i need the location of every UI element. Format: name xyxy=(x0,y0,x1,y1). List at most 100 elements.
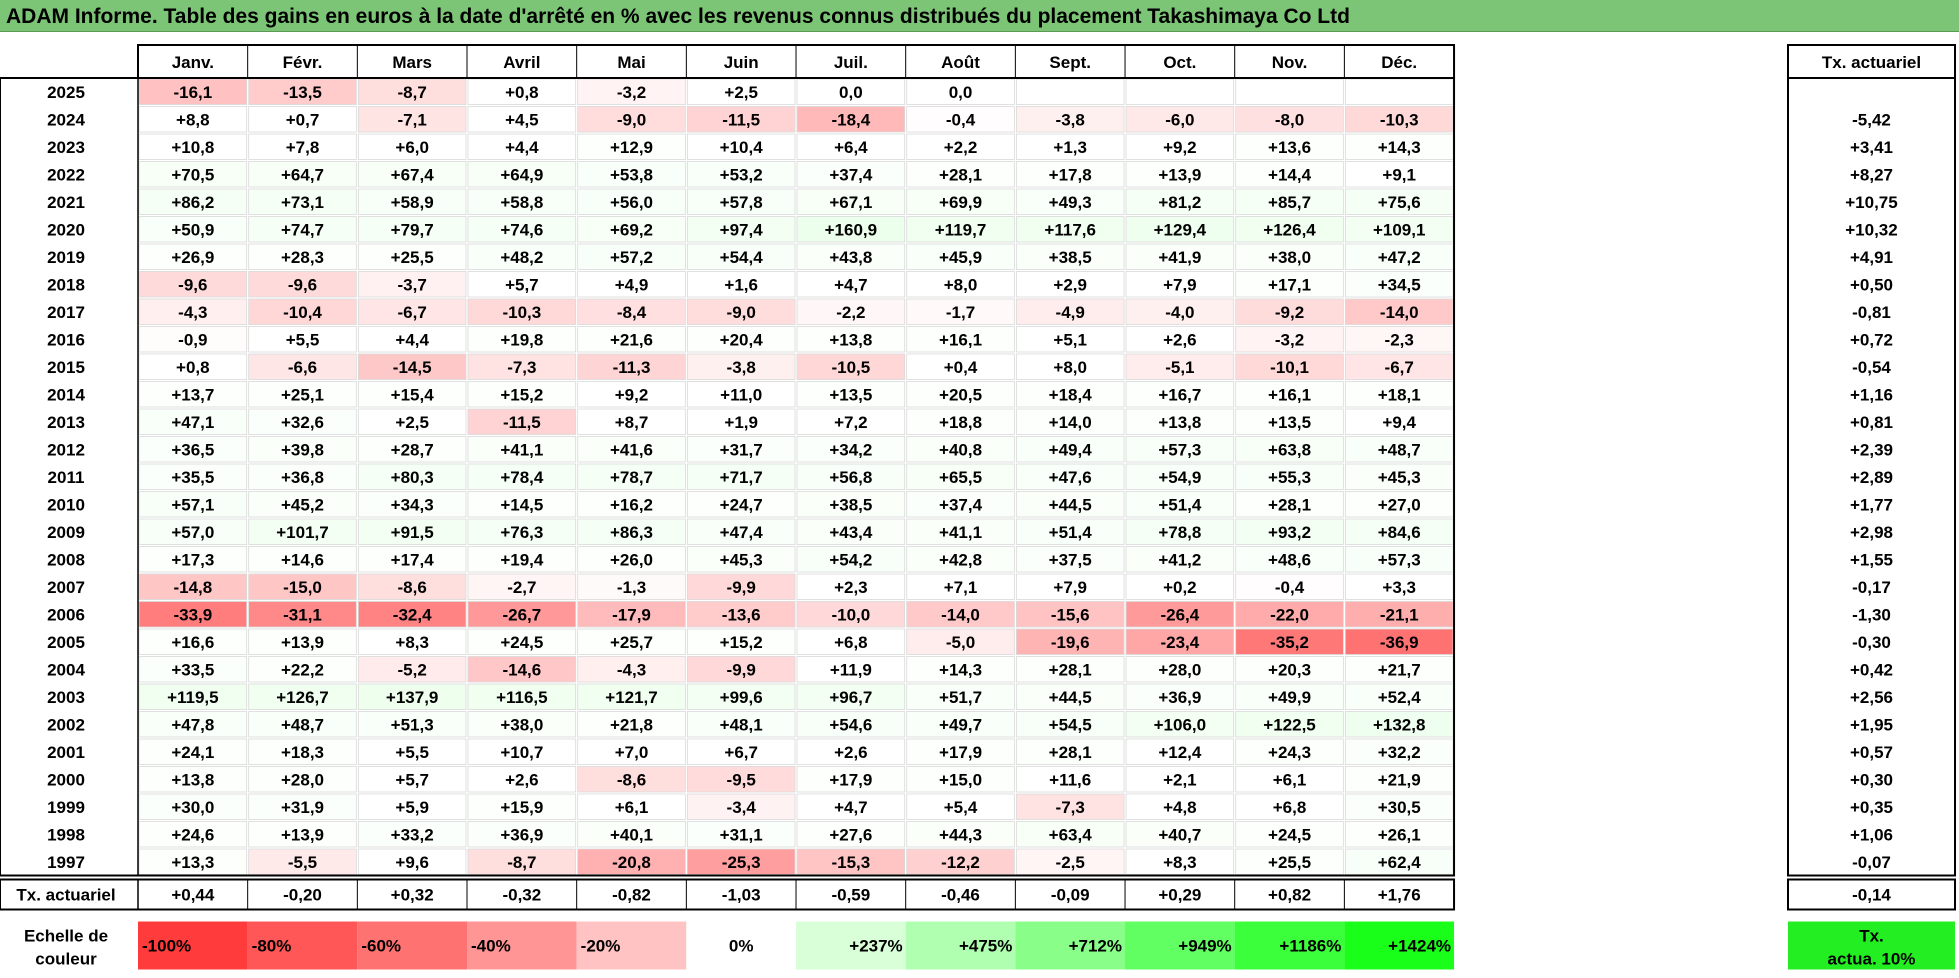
table-cell xyxy=(796,793,906,820)
table-cell xyxy=(906,628,1015,655)
scale-swatch xyxy=(1344,921,1455,970)
row-rate: +3,41 xyxy=(1850,138,1893,157)
table-cell xyxy=(1344,793,1454,820)
cell-value: +4,7 xyxy=(834,798,868,817)
cell-value: +117,6 xyxy=(1044,221,1096,240)
table-cell xyxy=(686,133,796,160)
table-cell xyxy=(577,188,686,215)
row-year: 2021 xyxy=(47,193,85,212)
row-year: 2023 xyxy=(47,138,85,157)
cell-value: -6,7 xyxy=(1385,358,1414,377)
cell-value: +10,7 xyxy=(500,743,543,762)
table-cell xyxy=(1125,683,1235,710)
table-cell xyxy=(248,298,357,325)
table-cell xyxy=(1125,106,1235,133)
table-cell xyxy=(248,216,357,243)
table-cell xyxy=(577,463,686,490)
cell-value: -8,4 xyxy=(617,303,647,322)
cell-value: +26,1 xyxy=(1378,826,1421,845)
month-header: Mars xyxy=(392,53,432,72)
table-cell xyxy=(1015,271,1125,298)
cell-value: -8,7 xyxy=(507,853,536,872)
row-rate: -0,81 xyxy=(1852,303,1891,322)
table-cell xyxy=(1235,738,1344,765)
table-cell xyxy=(906,821,1015,848)
table-cell xyxy=(796,161,906,188)
table-cell xyxy=(1125,408,1235,435)
cell-value: -0,9 xyxy=(178,331,207,350)
cell-value: +126,4 xyxy=(1263,221,1316,240)
table-cell xyxy=(1015,161,1125,188)
cell-value: -4,0 xyxy=(1165,303,1194,322)
table-cell xyxy=(248,463,357,490)
cell-value: +64,9 xyxy=(500,166,543,185)
cell-value: +20,5 xyxy=(939,386,982,405)
table-cell xyxy=(248,711,357,738)
table-cell xyxy=(1344,491,1454,518)
table-cell xyxy=(248,628,357,655)
table-cell xyxy=(467,436,577,463)
cell-value: +3,3 xyxy=(1382,578,1416,597)
cell-value: +28,3 xyxy=(281,248,324,267)
cell-value: +17,9 xyxy=(939,743,982,762)
table-cell xyxy=(138,243,248,270)
table-cell xyxy=(577,766,686,793)
cell-value: +6,8 xyxy=(1273,798,1307,817)
table-cell xyxy=(1125,793,1235,820)
scale-label-value: -60% xyxy=(361,937,401,956)
cell-value: +24,3 xyxy=(1268,743,1311,762)
scale-swatch xyxy=(247,921,358,970)
table-cell xyxy=(138,546,248,573)
table-cell xyxy=(467,848,577,875)
table-cell xyxy=(467,711,577,738)
scale-label-value: -80% xyxy=(252,937,292,956)
cell-value: +13,9 xyxy=(281,826,324,845)
cell-value: +47,6 xyxy=(1049,468,1092,487)
cell-value: +45,9 xyxy=(939,248,982,267)
table-cell xyxy=(357,573,467,600)
cell-value: +44,5 xyxy=(1049,496,1092,515)
cell-value: +2,1 xyxy=(1163,771,1197,790)
table-cell xyxy=(1125,821,1235,848)
cell-value: -5,2 xyxy=(398,661,427,680)
table-cell xyxy=(906,711,1015,738)
row-rate: +0,42 xyxy=(1850,661,1893,680)
row-rate: +0,35 xyxy=(1850,798,1893,817)
cell-value: +53,2 xyxy=(720,166,763,185)
cell-value: -2,2 xyxy=(836,303,865,322)
cell-value: +8,8 xyxy=(176,111,210,130)
row-rate: +0,57 xyxy=(1850,743,1893,762)
table-cell xyxy=(686,298,796,325)
summary-value: +0,32 xyxy=(391,886,434,905)
table-cell xyxy=(906,683,1015,710)
cell-value: +106,0 xyxy=(1154,716,1206,735)
cell-value: +13,5 xyxy=(829,386,872,405)
cell-value: -9,5 xyxy=(727,771,756,790)
table-cell xyxy=(138,656,248,683)
cell-value: +56,8 xyxy=(829,468,872,487)
cell-value: +28,1 xyxy=(1049,661,1092,680)
cell-value: +14,3 xyxy=(1378,138,1421,157)
row-rate: +1,16 xyxy=(1850,386,1893,405)
table-cell xyxy=(138,738,248,765)
table-cell xyxy=(1344,848,1454,875)
scale-label-value: -20% xyxy=(581,937,621,956)
scale-rate-label: actua. 10% xyxy=(1828,950,1916,969)
row-year: 2015 xyxy=(47,358,85,377)
cell-value: +39,8 xyxy=(281,441,324,460)
table-cell xyxy=(906,436,1015,463)
table-cell xyxy=(138,683,248,710)
cell-value: +41,2 xyxy=(1158,551,1201,570)
table-cell xyxy=(686,573,796,600)
cell-value: -9,0 xyxy=(727,303,756,322)
cell-value: +49,3 xyxy=(1049,193,1092,212)
table-cell xyxy=(796,491,906,518)
cell-value: +43,8 xyxy=(829,248,872,267)
cell-value: +12,4 xyxy=(1158,743,1202,762)
cell-value: -3,8 xyxy=(1056,111,1085,130)
summary-value: -0,46 xyxy=(941,886,980,905)
table-cell xyxy=(138,601,248,628)
cell-value: +37,4 xyxy=(829,166,873,185)
scale-swatch xyxy=(138,921,248,970)
table-cell xyxy=(248,683,357,710)
